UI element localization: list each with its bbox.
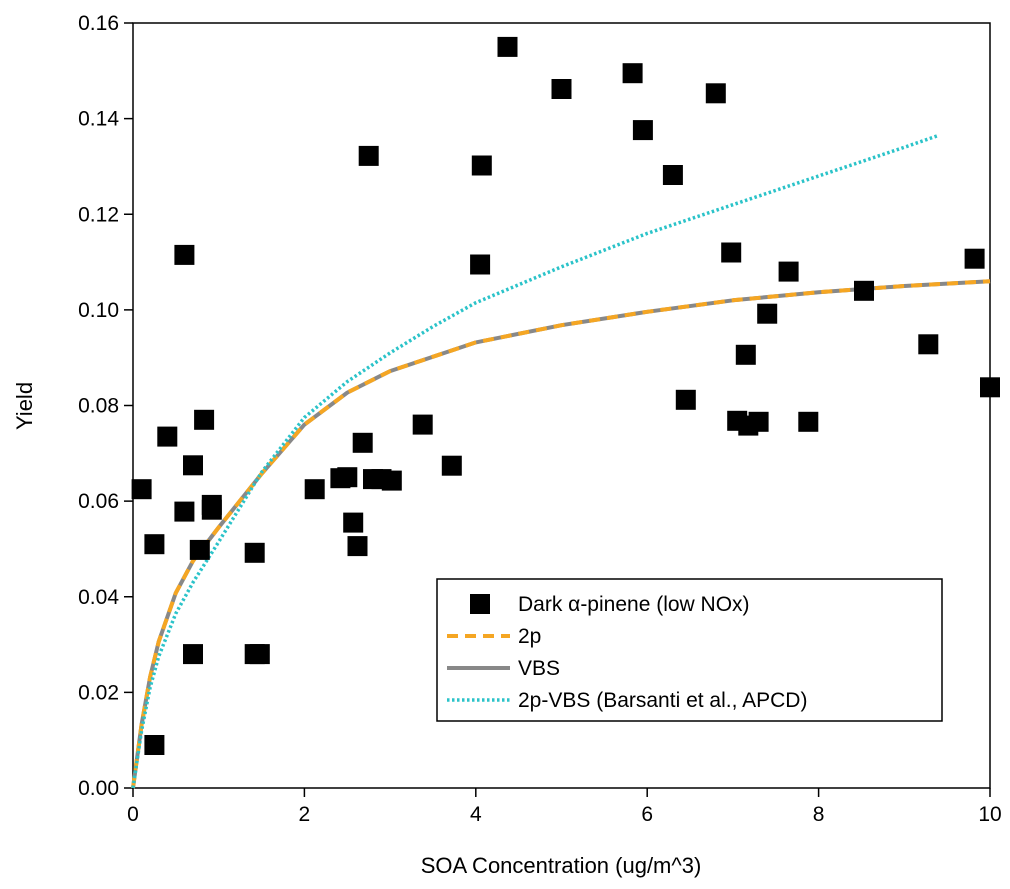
data-point [358, 145, 379, 166]
data-point [675, 389, 696, 410]
series-line-dashed [131, 279, 991, 789]
data-point [918, 334, 939, 355]
y-tick-label: 0.04 [78, 586, 119, 609]
data-point [174, 501, 195, 522]
y-tick-label: 0.14 [78, 108, 119, 131]
data-point [622, 63, 643, 84]
legend-label: Dark α-pinene (low NOx) [518, 593, 750, 616]
legend-marker-square [470, 594, 490, 614]
y-tick-label: 0.10 [78, 299, 119, 322]
data-point [735, 344, 756, 365]
axes: 0 2 4 6 8 10 0.00 0.02 0.04 0.06 0.08 0.10 0.12 0.14 0… [78, 12, 1002, 826]
data-point [632, 120, 653, 141]
y-tick-label: 0.08 [78, 395, 119, 418]
y-tick-label: 0.12 [78, 203, 119, 226]
data-point [174, 244, 195, 265]
x-tick-label: 10 [978, 803, 1001, 826]
series-line-dotted [131, 133, 940, 789]
data-point [470, 254, 491, 275]
x-axis-title: SOA Concentration (ug/m^3) [421, 853, 702, 878]
data-point [347, 536, 368, 557]
data-point [183, 644, 203, 665]
legend-label: VBS [518, 657, 560, 680]
y-tick-label: 0.02 [78, 681, 119, 704]
data-point [798, 411, 819, 432]
data-point [183, 455, 203, 476]
data-point [662, 165, 683, 185]
data-point [304, 479, 325, 500]
data-point [497, 36, 518, 57]
legend-box [436, 578, 943, 722]
data-point [144, 735, 165, 755]
y-tick-label: 0.06 [78, 490, 119, 513]
data-point [194, 409, 215, 430]
y-tick-label: 0.16 [78, 12, 119, 35]
data-point [441, 455, 462, 476]
data-point [412, 414, 433, 435]
x-tick-label: 0 [127, 803, 139, 826]
x-tick-label: 4 [470, 803, 482, 826]
data-point [352, 432, 373, 453]
y-axis-title: Yield [12, 382, 37, 430]
data-point [381, 470, 402, 491]
data-point [131, 479, 152, 500]
legend-label: 2p-VBS (Barsanti et al., APCD) [518, 689, 807, 712]
data-point [189, 539, 210, 560]
data-point [551, 79, 572, 99]
data-point [778, 261, 799, 282]
data-point [705, 83, 726, 104]
x-tick-label: 8 [813, 803, 825, 826]
data-point [964, 248, 985, 269]
legend: Dark α-pinene (low NOx) 2p VBS 2p-VBS (Bars… [436, 578, 943, 722]
data-points [131, 36, 1000, 755]
data-point [244, 542, 265, 563]
data-point [854, 280, 874, 301]
y-tick-label: 0.00 [78, 777, 119, 800]
data-point [144, 534, 165, 555]
data-point [471, 155, 492, 176]
data-point [337, 467, 358, 488]
x-tick-label: 6 [641, 803, 653, 826]
data-point [721, 242, 742, 263]
data-point [201, 494, 222, 515]
legend-label: 2p [518, 625, 541, 648]
data-point [157, 426, 178, 447]
data-point [249, 644, 270, 665]
data-point [343, 512, 364, 533]
fit-curves [131, 133, 991, 789]
data-point [980, 377, 1000, 398]
data-point [748, 411, 769, 432]
x-tick-label: 2 [299, 803, 311, 826]
data-point [757, 303, 778, 324]
